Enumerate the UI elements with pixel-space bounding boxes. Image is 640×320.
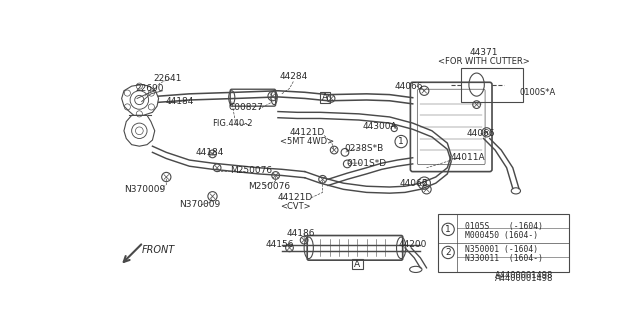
- Text: M250076: M250076: [230, 166, 272, 175]
- Text: 44184: 44184: [196, 148, 225, 157]
- Text: 44186: 44186: [287, 229, 316, 238]
- Text: A4400001498: A4400001498: [495, 271, 554, 280]
- Text: 44066: 44066: [466, 129, 495, 138]
- Text: 44156: 44156: [266, 240, 294, 249]
- Text: N370009: N370009: [179, 200, 220, 209]
- Text: 44371: 44371: [469, 48, 498, 57]
- Text: M250076: M250076: [248, 182, 291, 191]
- Text: C00827: C00827: [228, 103, 263, 112]
- Text: 44066: 44066: [400, 179, 429, 188]
- Text: A: A: [322, 93, 328, 102]
- Text: 0101S*D: 0101S*D: [346, 159, 387, 168]
- Text: 0105S    (-1604): 0105S (-1604): [465, 222, 543, 231]
- Text: N350001 (-1604): N350001 (-1604): [465, 245, 538, 254]
- Text: 1: 1: [398, 137, 404, 146]
- Text: 1: 1: [445, 225, 451, 234]
- Text: 0238S*B: 0238S*B: [344, 144, 384, 153]
- Text: 44184: 44184: [166, 97, 195, 106]
- Text: M000450 (1604-): M000450 (1604-): [465, 231, 538, 240]
- Text: A4400001498: A4400001498: [495, 274, 554, 283]
- Text: 44066: 44066: [395, 82, 423, 91]
- Text: 44300A: 44300A: [363, 122, 397, 131]
- Text: FRONT: FRONT: [142, 245, 175, 255]
- Text: 44121D: 44121D: [289, 128, 325, 137]
- Text: 2: 2: [421, 179, 427, 188]
- Text: <FOR WITH CUTTER>: <FOR WITH CUTTER>: [438, 57, 529, 66]
- Text: A: A: [354, 260, 360, 268]
- Text: 0100S*A: 0100S*A: [519, 88, 556, 97]
- Text: 44284: 44284: [279, 72, 307, 81]
- Text: 44200: 44200: [399, 240, 427, 249]
- Text: 44011A: 44011A: [451, 153, 486, 162]
- Text: 22641: 22641: [154, 74, 182, 83]
- Text: N330011  (1604-): N330011 (1604-): [465, 254, 543, 263]
- Text: 22690: 22690: [135, 84, 164, 93]
- Text: 44121D: 44121D: [278, 193, 314, 202]
- Text: <5MT 4WD>: <5MT 4WD>: [280, 137, 334, 146]
- Text: N370009: N370009: [124, 185, 165, 194]
- Text: 2: 2: [445, 248, 451, 257]
- Text: <CVT>: <CVT>: [280, 202, 311, 211]
- Text: FIG.440-2: FIG.440-2: [212, 119, 253, 128]
